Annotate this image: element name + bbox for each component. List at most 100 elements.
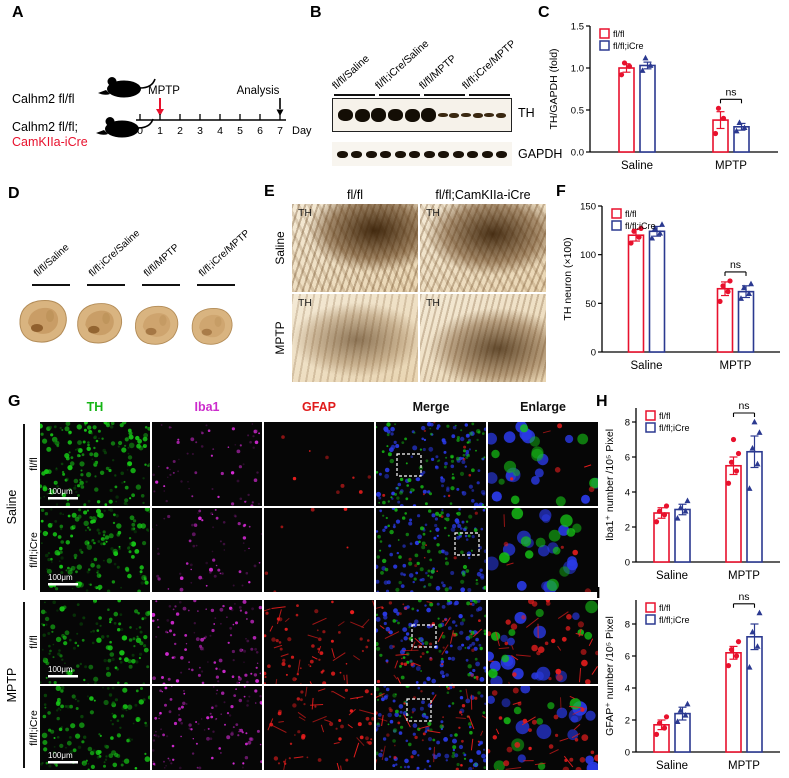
micrograph-merge-row2 [376,600,486,684]
svg-text:MPTP: MPTP [728,570,760,582]
mptp-arrowhead [156,109,164,116]
blot-band [472,112,483,118]
blot-band [387,109,403,121]
svg-text:2: 2 [625,523,630,534]
lane-label: fl/fl/Saline [329,52,372,92]
svg-text:6: 6 [625,453,630,464]
th-stain-saline-icre: TH [420,204,546,292]
day-unit-label: Day [292,125,312,137]
svg-text:fl/fl: fl/fl [659,411,671,421]
svg-text:MPTP: MPTP [720,360,752,372]
micrograph-iba1-row1 [152,508,262,592]
th-stain-saline-flfl: TH [292,204,418,292]
stain-tag: TH [426,297,440,309]
column-header-iba1: Iba1 [194,400,220,414]
day-tick: 6 [257,125,263,137]
blot-band [495,150,507,158]
svg-text:50: 50 [585,299,596,310]
svg-text:6: 6 [625,652,630,663]
row-label: fl/fl [28,457,40,471]
lane-group-bar [334,94,375,96]
blot-band [371,108,387,122]
blot-band [449,112,460,118]
blot-band [351,150,363,158]
svg-text:Saline: Saline [631,360,663,372]
mouse-icon [98,77,156,98]
stain-tag: TH [298,207,312,219]
micrograph-gfap-row2 [264,600,374,684]
svg-text:0: 0 [625,748,630,759]
column-header-gfap: GFAP [301,400,337,414]
mptp-label: MPTP [148,85,180,97]
stain-image [292,294,418,382]
panel-label-g: G [8,393,21,410]
panel-label-e: E [264,183,275,200]
brain-section [77,303,123,344]
mouse2-label-line1: Calhm2 fl/fl; [12,120,78,134]
day-tick: 7 [277,125,283,137]
lane-group-bar [142,284,180,286]
panel-label-a: A [12,4,24,21]
blot-band [481,150,493,158]
gapdh-blot [332,142,512,166]
blot-band [467,150,479,158]
blot-band [338,109,353,121]
svg-text:ns: ns [725,86,736,98]
group-bracket-saline [23,424,25,590]
blot-band [495,112,506,118]
th-stain-mptp-icre: TH [420,294,546,382]
blot-band [404,108,420,122]
genotype-header-icre: fl/fl;CamKIIa-iCre [435,188,531,202]
lane-group-bar [469,94,510,96]
group-label-mptp: MPTP [5,667,19,703]
th-stain-mptp-flfl: TH [292,294,418,382]
mouse2-label-line2: CamKIIa-iCre [12,135,88,149]
micrograph-merge-row1 [376,508,486,592]
mouse1-label: Calhm2 fl/fl [12,92,75,106]
svg-text:ns: ns [738,400,749,412]
lane-group-bar [197,284,235,286]
group-label-saline: Saline [5,489,19,525]
micrograph-enlarge-row3 [488,686,598,770]
blot-band [394,150,406,158]
analysis-arrowhead [276,109,284,116]
svg-text:0: 0 [625,558,630,569]
lane-label: fl/fl/MPTP [416,52,459,92]
stain-image [420,294,546,382]
row-label: fl/fl [28,635,40,649]
svg-text:fl/fl: fl/fl [659,603,671,613]
day-tick: 3 [197,125,203,137]
svg-text:Saline: Saline [656,570,688,582]
panel-label-h: H [596,393,608,410]
svg-text:fl/fl;iCre: fl/fl;iCre [659,423,690,433]
svg-text:TH/GAPDH (fold): TH/GAPDH (fold) [548,48,560,129]
svg-text:GFAP⁺ number /10⁵ Pixel: GFAP⁺ number /10⁵ Pixel [604,616,616,736]
svg-text:100μm: 100μm [48,487,73,496]
micrograph-th-row0: 100μm [40,422,150,506]
th-blot-bands [338,108,506,122]
micrograph-gfap-row3 [264,686,374,770]
svg-text:0: 0 [591,348,596,359]
micrograph-merge-row0 [376,422,486,506]
experiment-timeline: MPTP Analysis 0 1 2 3 4 5 6 7 Day [136,85,312,137]
lane-label: fl/fl/Saline [31,242,72,280]
svg-text:8: 8 [625,620,630,631]
micrograph-th-row2: 100μm [40,600,150,684]
stain-tag: TH [298,297,312,309]
blot-band [484,113,495,117]
blot-band [423,150,435,158]
svg-text:MPTP: MPTP [728,760,760,772]
fluorescence-grid: 100μm 100μm 100μm 100μm [40,422,598,770]
micrograph-merge-row3 [376,686,486,770]
svg-text:MPTP: MPTP [715,160,747,172]
row-label-mptp: MPTP [273,321,287,355]
blot-band [409,150,421,158]
brain-section [19,300,67,343]
svg-text:ns: ns [730,259,741,271]
svg-text:fl/fl: fl/fl [613,29,625,39]
blot-band [337,150,348,158]
blot-band [452,150,464,158]
panel-label-b: B [310,4,322,21]
group-bracket-mptp [23,602,25,768]
